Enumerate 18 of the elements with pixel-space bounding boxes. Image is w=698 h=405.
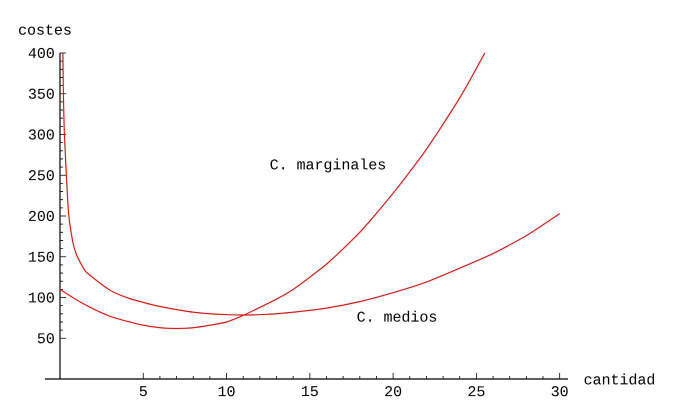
y-tick-label: 100: [28, 292, 54, 303]
x-tick-label: 25: [468, 386, 484, 396]
x-tick-label: 15: [302, 386, 318, 396]
y-tick-label: 300: [28, 129, 54, 140]
x-tick-label: 10: [218, 386, 235, 396]
x-tick-label: 20: [385, 386, 402, 396]
y-tick-label: 250: [28, 170, 54, 180]
y-tick-label: 400: [28, 48, 54, 58]
y-tick-label: 350: [28, 88, 54, 99]
x-tick-label: 5: [140, 386, 147, 396]
series-label: C. marginales: [270, 158, 386, 172]
series-label: C. medios: [357, 310, 436, 322]
y-axis-title: costes: [19, 24, 71, 35]
y-tick-label: 50: [38, 333, 54, 344]
x-axis-title: cantidad: [584, 373, 654, 385]
y-tick-label: 200: [28, 210, 54, 222]
x-tick-label: 30: [552, 386, 568, 396]
y-tick-label: 150: [28, 252, 54, 262]
